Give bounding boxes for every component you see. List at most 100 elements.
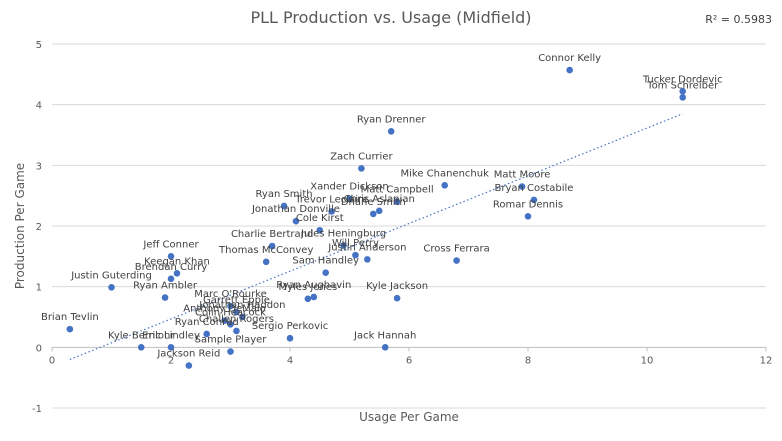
y-axis-title: Production Per Game <box>13 163 27 289</box>
data-point <box>441 182 449 189</box>
x-tick-label: 6 <box>406 355 412 366</box>
x-tick-label: 2 <box>168 355 174 366</box>
data-point <box>393 294 401 302</box>
data-point-label: Sergio Perkovic <box>252 321 329 332</box>
data-point-label: Eric Lindley <box>142 330 200 341</box>
data-point <box>530 196 538 204</box>
data-points <box>66 66 686 369</box>
x-tick-label: 10 <box>641 355 654 366</box>
data-point-label: Challen Rogers <box>199 314 274 325</box>
x-axis-ticks: 0 2 4 6 8 10 12 <box>49 347 773 366</box>
y-tick-label: 5 <box>36 40 42 51</box>
y-tick-label: 1 <box>36 283 42 294</box>
data-point-label: Brendan Curry <box>135 262 208 273</box>
data-point-label: Bryan Costabile <box>494 183 573 194</box>
data-point-label: Matt Moore <box>494 170 551 181</box>
data-point <box>304 295 312 303</box>
data-point <box>161 294 169 301</box>
data-point <box>518 183 526 190</box>
data-point <box>221 317 228 324</box>
data-point-label: Justin Anderson <box>327 242 406 253</box>
data-point-label: Charlie Bertrand <box>231 229 313 240</box>
data-point <box>328 208 335 215</box>
data-point-label: Keegan Khan <box>144 256 210 267</box>
data-point <box>381 344 389 351</box>
data-point <box>108 283 115 291</box>
data-point-label: Tucker Dordevic <box>642 74 723 85</box>
data-point-label: Jonathan Donville <box>251 204 340 215</box>
data-point-label: Cross Ferrara <box>423 244 489 255</box>
data-point <box>203 330 210 338</box>
data-point-label: Chris Aslanian <box>344 194 415 205</box>
data-point <box>280 202 288 210</box>
data-point <box>310 293 318 301</box>
data-point <box>227 302 234 310</box>
data-point-label: Dhane Smith <box>341 197 406 208</box>
data-point <box>679 94 686 101</box>
data-point <box>262 258 270 266</box>
data-point-label: Kyle Bernlohr <box>108 330 175 341</box>
data-point-label: Anthony DeMaio <box>183 304 266 315</box>
data-point-label: Sam Handley <box>292 256 359 267</box>
data-point-label: Ryan Drenner <box>357 114 427 125</box>
data-point-label: Jeff Conner <box>142 239 199 250</box>
data-point <box>167 275 175 283</box>
data-point-label: Brian Tevlin <box>41 312 99 323</box>
data-point-label: Colin Heacock <box>195 307 266 318</box>
data-point <box>340 242 347 249</box>
y-axis-ticks: -1 0 1 2 3 4 5 <box>32 40 42 415</box>
data-point <box>387 128 395 135</box>
data-point-label: Romar Dennis <box>493 199 563 210</box>
data-point-label: Jackson Reid <box>156 349 220 360</box>
data-point <box>352 251 359 259</box>
data-point-label: Ryan Aughavin <box>276 280 351 291</box>
data-point <box>322 269 330 277</box>
data-point <box>453 257 460 264</box>
data-point-label: Xander Dickson <box>310 182 389 193</box>
data-point-label: Mike Chanenchuk <box>400 168 489 179</box>
data-point-label: Sample Player <box>195 335 268 346</box>
data-point-label: Garrett Epple <box>203 295 270 306</box>
data-point-label: Zach Currier <box>330 151 393 162</box>
data-point <box>167 344 175 351</box>
data-point <box>239 313 246 321</box>
data-point <box>679 88 686 95</box>
data-point <box>185 362 193 369</box>
data-point-label: Jack Hannah <box>353 330 416 341</box>
data-point <box>167 253 175 260</box>
x-axis-title: Usage Per Game <box>359 410 459 424</box>
data-point <box>524 212 532 220</box>
x-tick-label: 12 <box>760 355 773 366</box>
data-point <box>268 242 276 250</box>
data-point <box>370 210 377 218</box>
data-point-label: Myles Jones <box>279 282 338 293</box>
data-point <box>364 256 371 263</box>
data-point <box>137 344 145 351</box>
data-point-label: Cole Kirst <box>296 213 344 224</box>
data-point-label: Matt Campbell <box>361 185 434 196</box>
y-tick-label: 2 <box>36 222 42 233</box>
data-point <box>173 270 181 277</box>
chart-title: PLL Production vs. Usage (Midfield) <box>250 8 531 27</box>
data-point <box>233 327 240 335</box>
data-point-label: Ryan Conrad <box>175 317 239 328</box>
data-point-label: Kyle Jackson <box>366 281 428 292</box>
data-point-label: Ryan Ambler <box>133 281 198 292</box>
data-point-label: Marc O'Rourke <box>194 289 267 300</box>
data-point <box>346 195 353 202</box>
x-tick-label: 4 <box>287 355 293 366</box>
data-point <box>286 334 294 342</box>
data-point-label: Tom Schreiber <box>646 80 719 91</box>
data-point <box>393 198 401 206</box>
data-point-label: Jonathan Haddon <box>198 300 285 311</box>
data-point-label: Connor Kelly <box>538 53 601 64</box>
data-point <box>66 325 74 333</box>
y-tick-label: 0 <box>36 343 42 354</box>
data-point <box>227 348 234 355</box>
data-point <box>566 66 573 74</box>
y-tick-label: 3 <box>36 161 42 172</box>
data-point-label: Trevor Leclaire <box>294 194 368 205</box>
